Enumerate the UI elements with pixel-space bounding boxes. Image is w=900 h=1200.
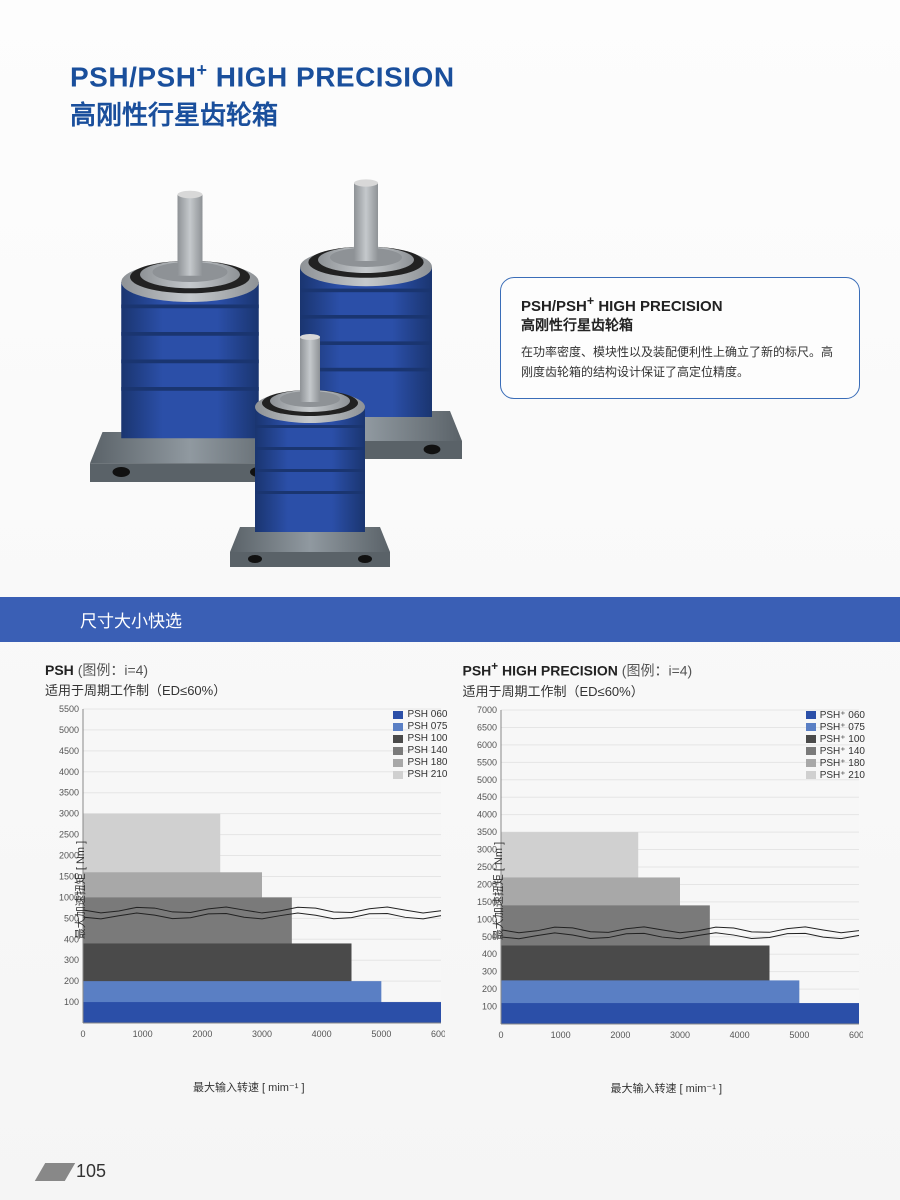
svg-text:200: 200 [481,984,496,994]
title-english: PSH/PSH+ HIGH PRECISION [70,60,900,93]
legend-item: PSH 210 [393,769,447,780]
svg-text:300: 300 [481,967,496,977]
svg-text:4000: 4000 [312,1029,332,1039]
svg-text:4500: 4500 [59,746,79,756]
chart-right-xlabel: 最大输入转速 [ mim⁻¹ ] [463,1080,871,1096]
chart-right-subtitle: 适用于周期工作制（ED≤60%） [463,681,871,700]
svg-text:3500: 3500 [59,788,79,798]
info-box: PSH/PSH+ HIGH PRECISION 高刚性行星齿轮箱 在功率密度、模… [500,277,860,398]
svg-text:2000: 2000 [610,1030,630,1040]
info-title-cn: 高刚性行星齿轮箱 [521,315,839,335]
chart-right: PSH+ HIGH PRECISION (图例：i=4) 适用于周期工作制（ED… [463,660,871,1096]
chart-left-xlabel: 最大输入转速 [ mim⁻¹ ] [45,1079,453,1095]
legend-item: PSH 075 [393,721,447,732]
svg-text:0: 0 [498,1030,503,1040]
title-en-post: HIGH PRECISION [207,61,454,92]
chart-left-ylabel: 最大加速扭矩 [ Nm ] [72,841,88,939]
product-area: PSH/PSH+ HIGH PRECISION 高刚性行星齿轮箱 在功率密度、模… [0,147,900,587]
svg-text:6000: 6000 [431,1029,445,1039]
chart-left-canvas: 最大加速扭矩 [ Nm ] 10020030040050010001500200… [45,705,453,1075]
svg-text:5000: 5000 [59,725,79,735]
legend-item: PSH 100 [393,733,447,744]
chart-left-svg: 1002003004005001000150020002500300035004… [45,705,445,1045]
chart-right-title: PSH+ HIGH PRECISION (图例：i=4) [463,660,871,681]
legend-item: PSH⁺ 140 [806,746,865,757]
legend-item: PSH 180 [393,757,447,768]
legend-item: PSH⁺ 075 [806,722,865,733]
svg-text:0: 0 [80,1029,85,1039]
chart-right-ylabel: 最大加速扭矩 [ Nm ] [490,842,506,940]
info-title-en: PSH/PSH+ HIGH PRECISION [521,294,839,315]
chart-left-legend: PSH 060PSH 075PSH 100PSH 140PSH 180PSH 2… [393,709,447,781]
svg-text:3000: 3000 [59,809,79,819]
legend-item: PSH⁺ 100 [806,734,865,745]
legend-item: PSH⁺ 210 [806,770,865,781]
svg-text:7000: 7000 [476,706,496,715]
title-en-pre: PSH/PSH [70,61,196,92]
svg-text:1000: 1000 [133,1029,153,1039]
svg-text:6000: 6000 [848,1030,862,1040]
svg-text:4000: 4000 [59,767,79,777]
svg-text:6000: 6000 [476,740,496,750]
page-header: PSH/PSH+ HIGH PRECISION 高刚性行星齿轮箱 [0,0,900,132]
svg-text:3000: 3000 [669,1030,689,1040]
svg-text:6500: 6500 [476,722,496,732]
svg-text:5000: 5000 [371,1029,391,1039]
legend-item: PSH⁺ 180 [806,758,865,769]
legend-item: PSH 060 [393,709,447,720]
svg-text:300: 300 [64,956,79,966]
svg-text:1000: 1000 [550,1030,570,1040]
svg-text:5000: 5000 [789,1030,809,1040]
title-sup: + [196,60,207,80]
page-number: 105 [40,1161,106,1182]
chart-left-title: PSH (图例：i=4) [45,660,453,680]
title-chinese: 高刚性行星齿轮箱 [70,95,900,132]
section-heading: 尺寸大小快选 [0,597,900,642]
svg-text:3000: 3000 [252,1029,272,1039]
legend-item: PSH 140 [393,745,447,756]
info-description: 在功率密度、模块性以及装配便利性上确立了新的标尺。高刚度齿轮箱的结构设计保证了高… [521,343,839,381]
svg-text:4000: 4000 [729,1030,749,1040]
chart-right-svg: 1002003004005001000150020002500300035004… [463,706,863,1046]
svg-text:4000: 4000 [476,810,496,820]
page-number-decoration [35,1163,75,1181]
svg-text:5500: 5500 [476,757,496,767]
svg-text:200: 200 [64,976,79,986]
chart-left-subtitle: 适用于周期工作制（ED≤60%） [45,680,453,699]
page-number-text: 105 [76,1161,106,1182]
chart-right-canvas: 最大加速扭矩 [ Nm ] 10020030040050010001500200… [463,706,871,1076]
gearbox-illustration [230,307,390,567]
charts-container: PSH (图例：i=4) 适用于周期工作制（ED≤60%） 最大加速扭矩 [ N… [0,642,900,1096]
svg-text:2000: 2000 [192,1029,212,1039]
svg-text:5500: 5500 [59,705,79,714]
chart-left: PSH (图例：i=4) 适用于周期工作制（ED≤60%） 最大加速扭矩 [ N… [45,660,453,1096]
svg-text:3500: 3500 [476,827,496,837]
chart-right-legend: PSH⁺ 060PSH⁺ 075PSH⁺ 100PSH⁺ 140PSH⁺ 180… [806,710,865,782]
svg-text:100: 100 [64,997,79,1007]
legend-item: PSH⁺ 060 [806,710,865,721]
svg-text:2500: 2500 [59,830,79,840]
svg-text:5000: 5000 [476,775,496,785]
svg-text:400: 400 [481,949,496,959]
svg-text:100: 100 [481,1002,496,1012]
svg-text:4500: 4500 [476,792,496,802]
